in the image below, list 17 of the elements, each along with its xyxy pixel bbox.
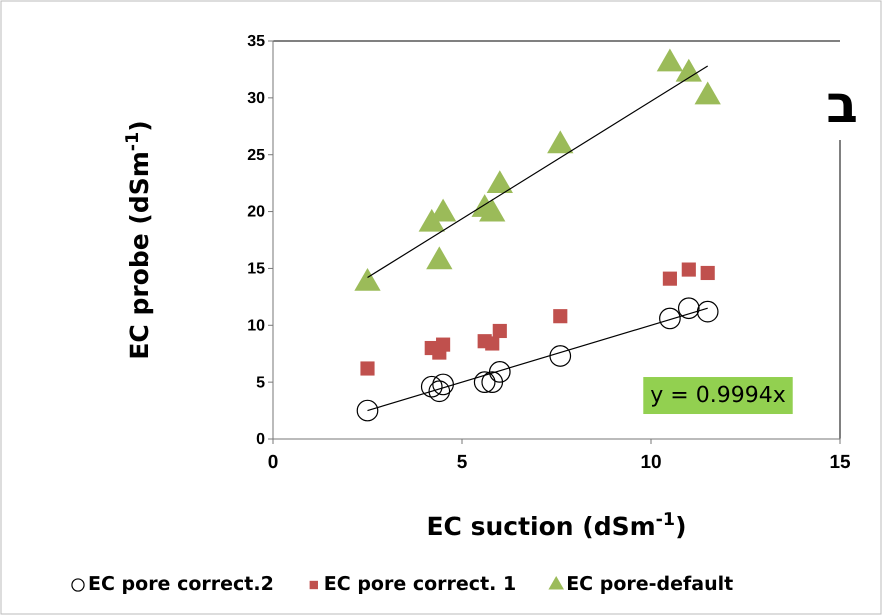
legend-label: EC pore correct. 1 — [324, 573, 516, 596]
annotation: y = 0.9994x — [650, 383, 786, 408]
y-tick-label: 15 — [247, 260, 266, 278]
x-tick-label: 10 — [640, 452, 662, 473]
y-tick-label: 25 — [247, 146, 266, 164]
y-tick-label: 10 — [247, 317, 266, 334]
x-tick-label: 15 — [829, 452, 851, 473]
y-tick-label: 35 — [247, 33, 266, 50]
x-tick-label: 5 — [456, 452, 468, 473]
x-axis-title: EC suction (dSm$^{-1}$) — [426, 510, 687, 541]
y-tick-label: 20 — [247, 204, 266, 221]
legend-label: EC pore correct.2 — [88, 573, 274, 596]
legend-label: EC pore-default — [566, 573, 734, 596]
y-tick-label: 0 — [256, 431, 266, 448]
y-tick-label: 5 — [256, 374, 266, 392]
annotation: ב — [826, 75, 858, 135]
y-tick-label: 30 — [247, 90, 266, 107]
